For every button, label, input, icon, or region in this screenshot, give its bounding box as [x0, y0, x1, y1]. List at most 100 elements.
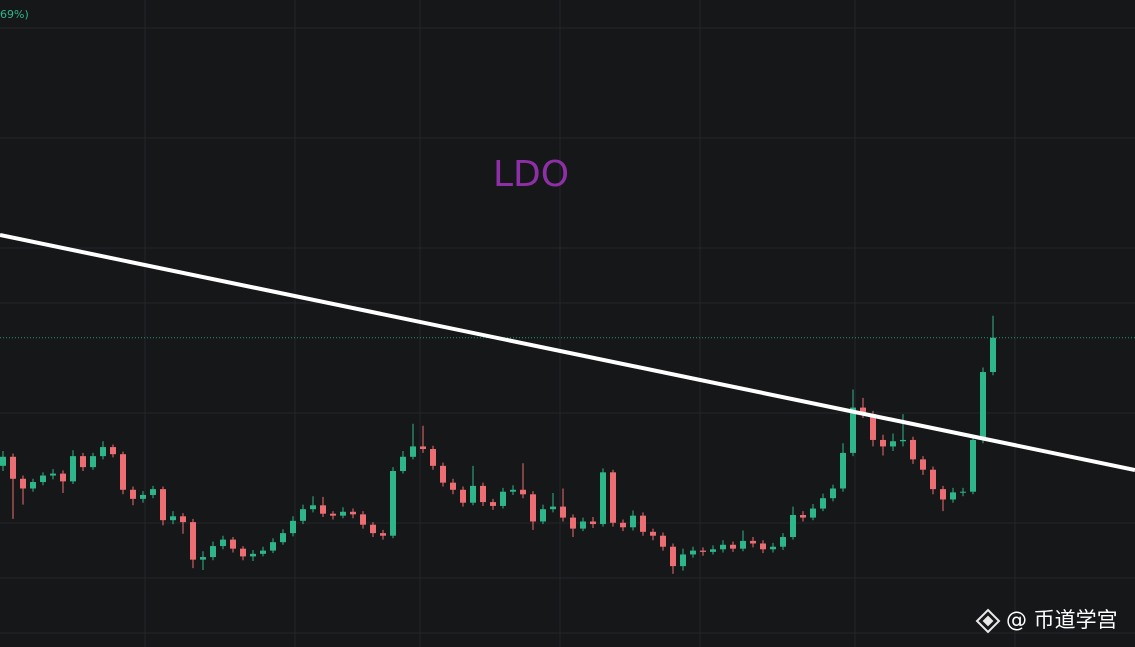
candle-body [190, 522, 196, 560]
candle-body [990, 337, 996, 373]
candle-body [450, 482, 456, 490]
candle-body [340, 511, 346, 516]
candle-body [90, 456, 96, 468]
candle-body [540, 509, 546, 522]
candle-body [290, 520, 296, 534]
candle-body [670, 546, 676, 567]
candle-body [320, 505, 326, 514]
candle-body [470, 485, 476, 503]
candle-body [710, 549, 716, 552]
candle-body [720, 544, 726, 550]
candle-body [50, 473, 56, 476]
candle-body [260, 550, 266, 554]
candle-body [130, 489, 136, 499]
candle-body [330, 513, 336, 516]
candle-body [930, 469, 936, 490]
candle-body [100, 447, 106, 457]
candle-body [830, 488, 836, 499]
candle-body [660, 535, 666, 547]
candle-body [170, 516, 176, 521]
candle-body [980, 372, 986, 440]
candles [0, 315, 1135, 574]
candle-body [230, 539, 236, 549]
candle-body [180, 516, 186, 523]
candle-body [280, 533, 286, 543]
candle-body [820, 498, 826, 509]
candle-body [270, 542, 276, 551]
candle-body [120, 454, 126, 490]
candle-body [380, 533, 386, 536]
candle-body [410, 446, 416, 457]
candle-body [890, 441, 896, 447]
candle-body [640, 515, 646, 532]
candle-body [240, 548, 246, 557]
candle-body [30, 482, 36, 489]
candle-body [770, 546, 776, 550]
candle-body [70, 456, 76, 482]
candle-body [760, 543, 766, 550]
candle-body [570, 517, 576, 529]
candle-body [840, 452, 846, 489]
candle-body [530, 494, 536, 522]
candle-body [430, 449, 436, 466]
candle-body [150, 489, 156, 495]
watermark-text: @ 币道学宫 [1006, 608, 1118, 632]
candle-body [0, 456, 6, 466]
candle-body [740, 540, 746, 549]
candle-body [940, 489, 946, 500]
candle-body [590, 521, 596, 525]
watermark: @ 币道学宫 [975, 608, 1118, 634]
candle-body [870, 414, 876, 440]
candle-body [560, 506, 566, 518]
candle-body [370, 524, 376, 534]
candle-body [750, 540, 756, 544]
candle-body [500, 491, 506, 506]
candle-body [520, 489, 526, 495]
candle-body [600, 472, 606, 525]
candle-body [700, 550, 706, 552]
candle-body [220, 539, 226, 547]
candle-body [610, 472, 616, 523]
candle-body [780, 537, 786, 547]
candle-body [550, 506, 556, 510]
candle-body [300, 509, 306, 521]
candle-body [910, 439, 916, 460]
chart-title: LDO [493, 154, 569, 195]
candle-body [900, 439, 906, 442]
candle-body [200, 557, 206, 560]
candle-body [850, 407, 856, 453]
candle-body [630, 515, 636, 528]
candle-body [950, 492, 956, 500]
candle-body [880, 439, 886, 447]
candle-body [390, 471, 396, 536]
candle-body [460, 489, 466, 503]
trend-line [0, 233, 1135, 472]
candle-body [140, 494, 146, 499]
candle-body [860, 407, 866, 415]
candle-body [480, 485, 486, 503]
candle-body [10, 456, 16, 479]
candle-body [400, 456, 406, 472]
candle-body [80, 456, 86, 468]
candle-body [690, 550, 696, 555]
candle-body [730, 544, 736, 549]
candle-body [210, 546, 216, 558]
candle-body [40, 475, 46, 483]
candle-body [110, 447, 116, 455]
candle-body [510, 489, 516, 492]
candle-body [350, 511, 356, 515]
candle-body [800, 515, 806, 518]
change-text: 69%) [0, 8, 29, 21]
candle-body [960, 491, 966, 493]
candle-body [490, 502, 496, 506]
candle-body [650, 531, 656, 536]
candle-body [970, 439, 976, 492]
candle-body [420, 446, 426, 450]
candle-body [620, 522, 626, 528]
candle-body [580, 521, 586, 529]
candle-body [790, 515, 796, 538]
candle-body [810, 508, 816, 518]
